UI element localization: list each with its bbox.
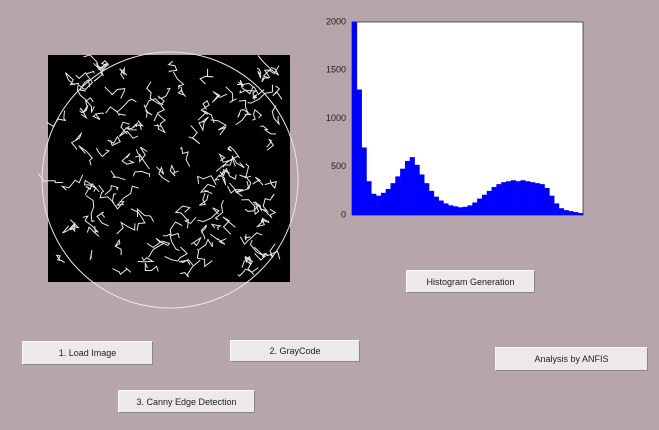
histogram-bar [458,207,463,215]
y-tick-label: 0 [341,209,346,219]
histogram-bar [453,206,458,215]
histogram-bar [506,181,511,215]
histogram-bar [540,184,545,215]
histogram-bar [554,203,559,215]
y-tick-label: 2000 [326,16,346,26]
graycode-button[interactable]: 2. GrayCode [230,340,360,362]
histogram-bar [573,212,578,215]
histogram-bar [352,22,357,215]
histogram-bar [501,182,506,215]
histogram-bar [439,201,444,215]
histogram-bar [492,187,497,215]
anfis-button[interactable]: Analysis by ANFIS [495,347,648,371]
y-tick-label: 1000 [326,113,346,123]
histogram-bar [391,183,396,215]
histogram-bar [525,181,530,215]
histogram-bar [410,157,415,215]
histogram-bar [496,184,501,215]
histogram-button[interactable]: Histogram Generation [406,270,535,293]
histogram-bar [376,196,381,215]
histogram-bar [415,165,420,215]
histogram-bar [362,147,367,215]
histogram-bar [366,181,371,215]
histogram-bar [405,161,410,215]
histogram-bar [569,211,574,215]
histogram-bar [511,180,516,215]
histogram-bar [535,183,540,215]
histogram-bar [434,197,439,215]
canny-button[interactable]: 3. Canny Edge Detection [118,390,255,413]
histogram-bar [545,188,550,215]
histogram-bar [559,208,564,215]
histogram-bar [386,189,391,215]
histogram-bar [472,202,477,215]
histogram-bar [482,195,487,215]
histogram-bar [487,191,492,215]
histogram-bar [419,174,424,215]
load-image-button[interactable]: 1. Load Image [22,341,153,365]
histogram-bar [448,205,453,215]
histogram-bar [443,203,448,215]
histogram-bar [468,205,473,215]
y-tick-label: 500 [331,161,346,171]
histogram-bar [371,194,376,215]
histogram-bar [424,183,429,215]
plot-area [352,22,583,215]
histogram-bar [429,191,434,215]
histogram-bar [564,210,569,215]
histogram-bar [578,213,583,215]
histogram-bar [381,193,386,215]
histogram-bar [549,196,554,215]
histogram-bar [477,199,482,215]
y-tick-label: 1500 [326,65,346,75]
histogram-bar [520,180,525,215]
histogram-bar [516,181,521,215]
histogram-bar [463,207,468,215]
histogram-bar [357,90,362,215]
app-window: 0 500 1000 1500 2000 1. Load Image 2. GrayCo… [0,0,659,430]
histogram-bar [395,176,400,215]
histogram-bar [400,169,405,215]
histogram-bar [530,182,535,215]
